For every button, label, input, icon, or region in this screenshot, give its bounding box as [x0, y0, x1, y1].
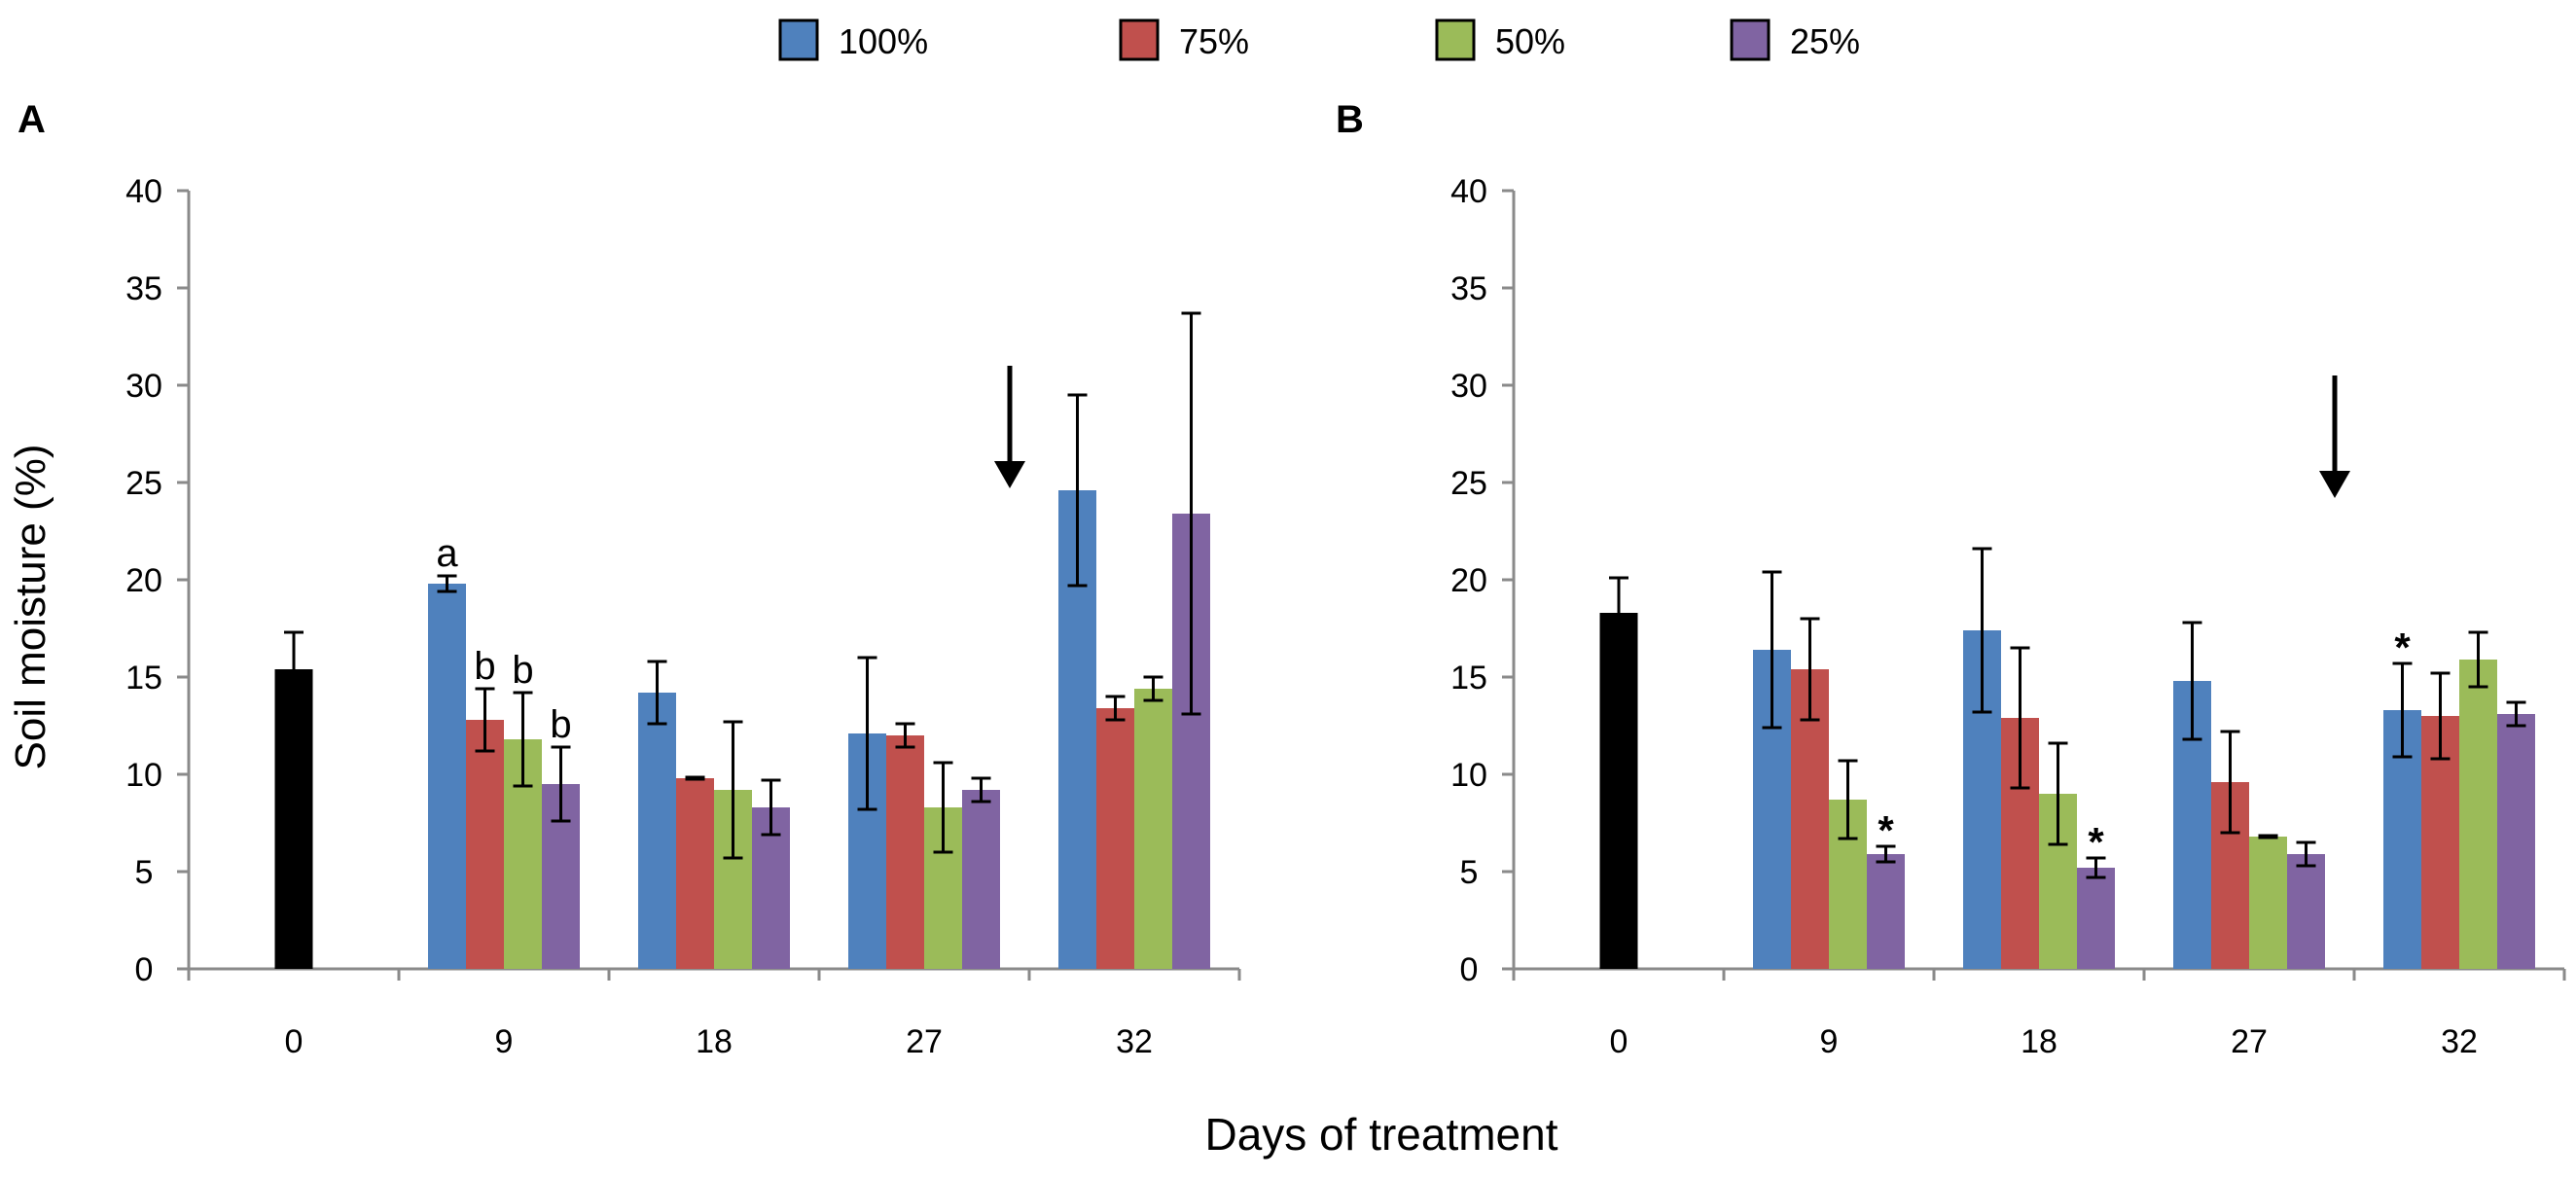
x-tick-label: 9 — [1820, 1023, 1839, 1060]
significance-label: b — [474, 645, 495, 688]
y-tick-label: 5 — [135, 854, 154, 891]
significance-label: * — [2088, 819, 2104, 865]
panel-label-B: B — [1336, 98, 1364, 141]
bar-100pct-day-9 — [428, 584, 466, 969]
legend-swatch-25pct — [1730, 18, 1771, 61]
bar-25pct-day-9 — [1867, 854, 1905, 969]
x-tick-label: 27 — [906, 1023, 943, 1060]
bar-control-day-0 — [274, 669, 313, 969]
x-tick-label: 9 — [495, 1023, 514, 1060]
bar-25pct-day-27 — [2287, 854, 2325, 969]
significance-label: a — [436, 532, 458, 575]
legend-swatch-75pct — [1119, 18, 1160, 61]
y-tick-label: 15 — [1450, 660, 1487, 697]
y-axis-label: Soil moisture (%) — [7, 445, 54, 770]
chart-panels: A 0 5 10 15 20 25 30 35 40 Soil moisture (%) 0 9 18 27… — [7, 98, 2566, 1060]
legend-label-25pct: 25% — [1790, 21, 1860, 61]
bar-75pct-day-18 — [676, 778, 714, 969]
y-tick-label: 10 — [125, 757, 162, 794]
y-tick-label: 0 — [135, 951, 154, 988]
bar-50pct-day-32 — [2459, 660, 2497, 969]
panel-A: A 0 5 10 15 20 25 30 35 40 Soil moisture (%) 0 9 18 27… — [7, 98, 1241, 1060]
bar-75pct-day-27 — [886, 735, 924, 969]
y-tick-label: 10 — [1450, 757, 1487, 794]
significance-label: b — [550, 703, 571, 746]
bar-25pct-day-27 — [962, 790, 1000, 969]
bar-25pct-day-32 — [2497, 714, 2535, 969]
significance-label: b — [512, 649, 533, 692]
legend-swatch-50pct — [1435, 18, 1476, 61]
x-tick-label: 0 — [285, 1023, 304, 1060]
bar-50pct-day-27 — [2249, 837, 2287, 969]
arrow-head — [2319, 471, 2350, 498]
x-tick-label: 32 — [1116, 1023, 1153, 1060]
y-tick-label: 30 — [1450, 368, 1487, 405]
arrow-head — [994, 461, 1025, 488]
bar-75pct-day-32 — [1096, 708, 1134, 969]
legend-label-75pct: 75% — [1179, 21, 1249, 61]
bar-50pct-day-32 — [1134, 689, 1172, 969]
y-tick-label: 40 — [125, 173, 162, 210]
y-tick-label: 40 — [1450, 173, 1487, 210]
bar-25pct-day-18 — [2077, 868, 2115, 969]
panel-B: B 0 5 10 15 20 25 30 35 40 0 9 18 27 32 * * * — [1336, 98, 2566, 1060]
legend-label-100pct: 100% — [839, 21, 928, 61]
y-tick-label: 5 — [1460, 854, 1479, 891]
y-tick-label: 25 — [125, 465, 162, 502]
bar-control-day-0 — [1599, 613, 1638, 969]
y-tick-label: 30 — [125, 368, 162, 405]
y-tick-label: 20 — [1450, 562, 1487, 599]
shared-x-axis-label: Days of treatment — [1204, 1109, 1557, 1160]
panel-label-A: A — [18, 98, 46, 141]
bar-100pct-day-18 — [638, 693, 676, 969]
x-tick-label: 0 — [1610, 1023, 1628, 1060]
x-tick-label: 32 — [2441, 1023, 2478, 1060]
significance-label: * — [2394, 625, 2411, 670]
legend: 100% 75% 50% 25% — [778, 18, 1860, 61]
y-tick-label: 0 — [1460, 951, 1479, 988]
x-tick-label: 18 — [2021, 1023, 2057, 1060]
legend-label-50pct: 50% — [1495, 21, 1565, 61]
significance-label: * — [1878, 807, 1894, 853]
x-tick-label: 27 — [2231, 1023, 2268, 1060]
bar-75pct-day-9 — [466, 720, 504, 969]
y-tick-label: 35 — [125, 270, 162, 307]
y-tick-label: 35 — [1450, 270, 1487, 307]
y-tick-label: 25 — [1450, 465, 1487, 502]
legend-swatch-100pct — [778, 18, 819, 61]
x-tick-label: 18 — [696, 1023, 733, 1060]
y-tick-label: 20 — [125, 562, 162, 599]
y-tick-label: 15 — [125, 660, 162, 697]
